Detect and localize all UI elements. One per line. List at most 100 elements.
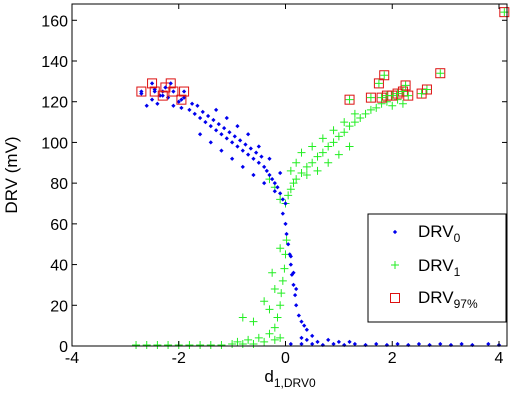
point-s0-37 [254, 150, 259, 155]
point-s0-82 [299, 341, 304, 347]
point-s0-95 [438, 341, 443, 347]
point-s0-41 [264, 168, 269, 174]
point-s2-10 [365, 92, 376, 103]
point-s1-45 [329, 138, 338, 147]
point-s2-inner-21 [422, 85, 431, 94]
point-s1-24 [280, 264, 289, 273]
point-s0-22 [213, 128, 219, 133]
legend-label-drv97-main: DRV [418, 288, 454, 307]
point-s1-44 [324, 142, 333, 151]
point-s1-0 [132, 340, 141, 349]
point-s2-inner-22 [436, 69, 445, 78]
y-tick-label-6: 120 [41, 95, 68, 112]
point-s0-49 [213, 107, 219, 112]
point-s1-3 [164, 340, 173, 349]
point-s1-70 [345, 142, 354, 151]
point-s0-66 [284, 231, 289, 237]
point-s1-64 [350, 109, 359, 118]
point-s2-inner-20 [417, 89, 426, 98]
point-s1-69 [334, 150, 343, 159]
point-s2-5 [165, 78, 176, 89]
point-s0-38 [256, 160, 261, 165]
point-s0-10 [179, 105, 184, 110]
point-s0-57 [208, 140, 213, 145]
x-axis-label-main: d [264, 367, 273, 386]
point-s1-35 [284, 191, 293, 200]
point-s1-59 [297, 148, 306, 157]
y-axis-label: DRV (mV) [2, 136, 21, 213]
point-s0-75 [299, 319, 304, 324]
point-s0-27 [227, 130, 232, 135]
point-s0-13 [189, 101, 195, 106]
point-s1-39 [297, 168, 306, 177]
point-s2-inner-5 [168, 81, 173, 86]
point-s0-2 [149, 97, 155, 102]
point-s2-inner-12 [377, 93, 386, 102]
point-s0-56 [197, 132, 203, 137]
point-s0-11 [181, 95, 187, 100]
point-s0-9 [176, 99, 181, 104]
point-s0-58 [219, 148, 224, 153]
point-s0-65 [283, 221, 288, 226]
y-tick-label-4: 80 [50, 176, 68, 193]
x-tick-label-0: -4 [65, 350, 79, 367]
point-s1-12 [260, 337, 269, 346]
point-s1-51 [361, 109, 370, 118]
point-s0-64 [280, 211, 285, 216]
point-s2-21 [421, 84, 432, 95]
point-s0-106 [310, 333, 315, 338]
point-s0-20 [208, 124, 213, 129]
point-s2-23 [499, 7, 510, 18]
point-s2-inner-6 [171, 89, 176, 94]
point-s1-42 [313, 152, 322, 161]
point-s2-inner-4 [163, 85, 168, 90]
point-s1-58 [398, 99, 407, 108]
point-s2-inner-13 [380, 71, 389, 80]
point-s0-59 [230, 156, 235, 161]
point-s0-50 [224, 115, 229, 121]
point-s2-inner-17 [398, 87, 407, 96]
point-s2-inner-7 [179, 97, 184, 102]
point-s2-6 [168, 86, 179, 97]
point-s0-1 [144, 103, 149, 108]
point-s0-63 [272, 189, 277, 194]
point-s2-8 [179, 86, 190, 97]
point-s1-43 [318, 148, 327, 157]
point-s0-24 [219, 132, 224, 137]
point-s1-47 [340, 128, 349, 137]
point-s1-28 [260, 297, 269, 306]
point-s0-39 [259, 154, 264, 159]
point-s0-47 [280, 197, 285, 202]
point-s2-12 [376, 92, 387, 103]
legend-label-drv0-sub: 0 [454, 231, 461, 245]
point-s0-53 [256, 144, 261, 149]
y-tick-label-5: 100 [41, 135, 68, 152]
point-s1-65 [292, 158, 301, 167]
point-s2-9 [344, 94, 355, 105]
point-s0-35 [248, 146, 253, 151]
point-s1-46 [334, 132, 343, 141]
y-tick-label-1: 20 [50, 298, 68, 315]
legend-label-drv97: DRV97% [418, 288, 478, 311]
legend-label-drv1: DRV1 [418, 256, 461, 279]
point-s0-81 [288, 341, 293, 347]
point-s2-13 [379, 70, 390, 81]
point-s0-25 [221, 126, 227, 131]
point-s0-23 [216, 121, 221, 127]
point-s0-12 [187, 107, 192, 112]
point-s1-36 [286, 185, 295, 194]
y-tick-label-3: 60 [50, 217, 68, 234]
point-s1-37 [289, 179, 298, 188]
point-s0-76 [302, 323, 307, 328]
point-s1-61 [318, 134, 327, 143]
point-s1-56 [388, 101, 397, 110]
point-s2-1 [147, 78, 158, 89]
legend-marker-drv97 [390, 293, 400, 303]
point-s0-103 [326, 337, 331, 343]
point-s1-29 [270, 285, 279, 293]
point-s0-8 [171, 103, 176, 108]
point-s0-105 [347, 339, 352, 345]
point-s1-17 [254, 333, 263, 342]
point-s1-33 [238, 313, 247, 322]
